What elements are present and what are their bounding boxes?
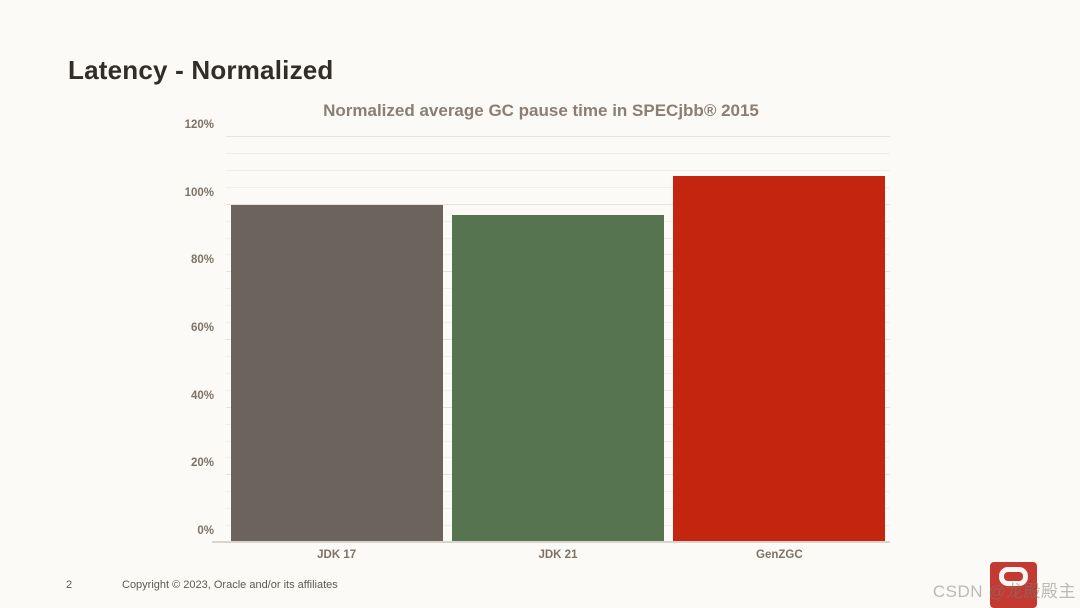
copyright-text: Copyright © 2023, Oracle and/or its affi…	[122, 579, 338, 591]
x-axis-label-genzgc: GenZGC	[756, 549, 803, 561]
gridline-100%	[226, 203, 890, 205]
bar-genzgc	[673, 175, 886, 543]
bar-jdk-17	[230, 204, 443, 543]
watermark-text: CSDN @龙殿殿主	[932, 582, 1076, 601]
y-axis-tick-60pct: 60%	[190, 322, 214, 334]
y-axis-tick-40pct: 40%	[190, 389, 214, 402]
y-axis-tick-80pct: 80%	[190, 254, 214, 267]
gridline-110%	[226, 169, 890, 171]
page-number: 2	[66, 579, 73, 591]
y-axis-tick-100pct: 100%	[184, 186, 214, 199]
x-axis-label-jdk-17: JDK 17	[317, 549, 357, 561]
x-axis-label-jdk-21: JDK 21	[538, 549, 578, 561]
csdn-logo-glyph	[999, 567, 1028, 586]
bar-jdk-21	[452, 214, 664, 543]
y-axis-tick-20pct: 20%	[190, 457, 214, 470]
y-axis-tick-0pct: 0%	[197, 525, 214, 537]
bar-chart-plot-area: 0% 20% 40% 60% 80% 100% 120% JDK 17 JDK 21 GenZGC	[185, 119, 890, 561]
gridline-0%	[212, 541, 890, 543]
csdn-logo-icon	[990, 562, 1037, 608]
gridline-115%	[226, 152, 890, 154]
chart-title: Normalized average GC pause time in SPEC…	[323, 101, 759, 120]
gridline-105%	[226, 186, 890, 188]
slide-title: Latency - Normalized	[68, 55, 334, 85]
y-axis-tick-120pct: 120%	[184, 119, 214, 131]
gridline-120%	[226, 136, 890, 137]
